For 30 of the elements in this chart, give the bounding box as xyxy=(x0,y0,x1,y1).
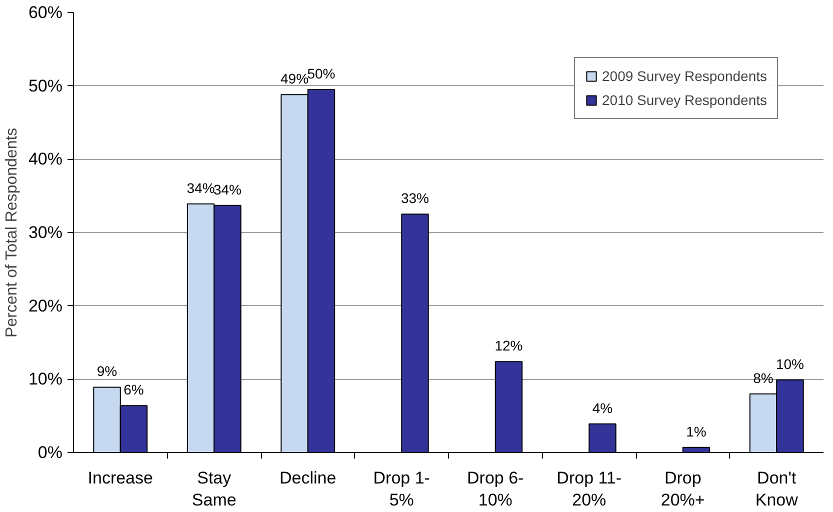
y-tick-label: 60% xyxy=(28,3,63,22)
y-tick-label: 0% xyxy=(38,443,63,462)
legend-label: 2009 Survey Respondents xyxy=(602,68,767,84)
y-axis-title: Percent of Total Respondents xyxy=(3,128,20,338)
y-tick-label: 10% xyxy=(28,370,63,389)
y-tick-label: 20% xyxy=(28,296,63,316)
x-tick-label: Drop 6- 10% xyxy=(467,468,524,510)
data-label: 34% xyxy=(213,181,242,198)
data-label: 50% xyxy=(307,66,336,82)
y-tick-label: 50% xyxy=(28,76,63,96)
y-tick-label: 30% xyxy=(28,223,63,242)
data-label: 1% xyxy=(686,423,706,440)
data-label: 49% xyxy=(280,70,309,87)
x-tick-label: Drop 20%+ xyxy=(660,468,705,510)
data-label: 34% xyxy=(186,180,215,196)
data-label: 12% xyxy=(494,338,523,354)
data-label: 33% xyxy=(400,190,430,206)
y-tick-label: 40% xyxy=(28,150,63,169)
data-label: 9% xyxy=(96,363,118,380)
x-tick-label: Decline xyxy=(280,468,336,488)
data-label: 10% xyxy=(776,356,804,372)
data-label: 8% xyxy=(753,370,774,386)
x-tick-label: Drop 1- 5% xyxy=(373,468,430,510)
data-label: 4% xyxy=(592,400,613,416)
x-tick-label: Stay Same xyxy=(192,468,236,510)
x-tick-label: Don't Know xyxy=(755,468,799,510)
legend-label: 2010 Survey Respondents xyxy=(602,92,767,108)
x-tick-label: Increase xyxy=(88,468,153,488)
x-tick-label: Drop 11- 20% xyxy=(556,468,622,510)
data-label: 6% xyxy=(124,382,144,398)
